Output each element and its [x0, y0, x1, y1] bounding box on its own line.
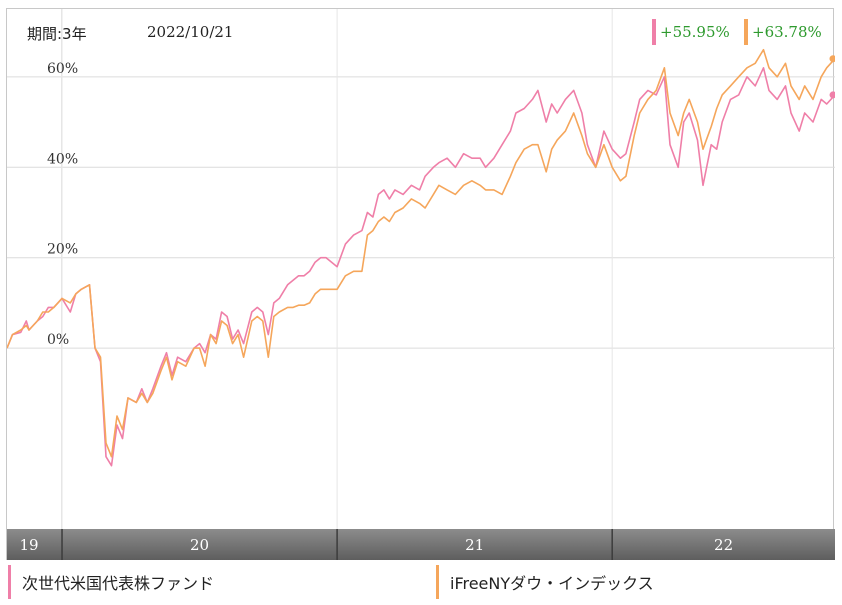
- legend-color-marker: [436, 565, 439, 599]
- return-value: +55.95%: [660, 23, 730, 41]
- line-chart: 0% 20% 40% 60% 19 20 21 22: [7, 9, 835, 560]
- legend-label: 次世代米国代表株ファンド: [22, 574, 215, 593]
- legend-label: iFreeNYダウ・インデックス: [450, 574, 654, 593]
- return-color-marker: [652, 19, 656, 45]
- x-tick-label: 22: [714, 536, 733, 554]
- legend-color-marker: [8, 565, 11, 599]
- x-tick-label: 21: [465, 536, 484, 554]
- series-line-2: [7, 48, 835, 458]
- y-tick-label: 60%: [47, 61, 78, 77]
- x-axis-band: [7, 529, 835, 560]
- series-end-point-1: [829, 91, 835, 99]
- return-color-marker: [744, 19, 748, 45]
- y-tick-label: 20%: [47, 242, 78, 258]
- x-tick-label: 19: [19, 536, 38, 554]
- return-value: +63.78%: [752, 23, 822, 41]
- y-tick-label: 0%: [47, 332, 69, 348]
- chart-frame: 0% 20% 40% 60% 19 20 21 22 期間:3年 2022/10/21 +55…: [6, 8, 835, 560]
- y-tick-label: 40%: [47, 151, 78, 167]
- period-label[interactable]: 期間:3年: [27, 25, 87, 43]
- return-badge-fund-1: +55.95%: [652, 19, 730, 45]
- x-tick-label: 20: [190, 536, 209, 554]
- return-badge-fund-2: +63.78%: [744, 19, 822, 45]
- as-of-date: 2022/10/21: [147, 23, 234, 41]
- series-end-point-2: [829, 55, 835, 63]
